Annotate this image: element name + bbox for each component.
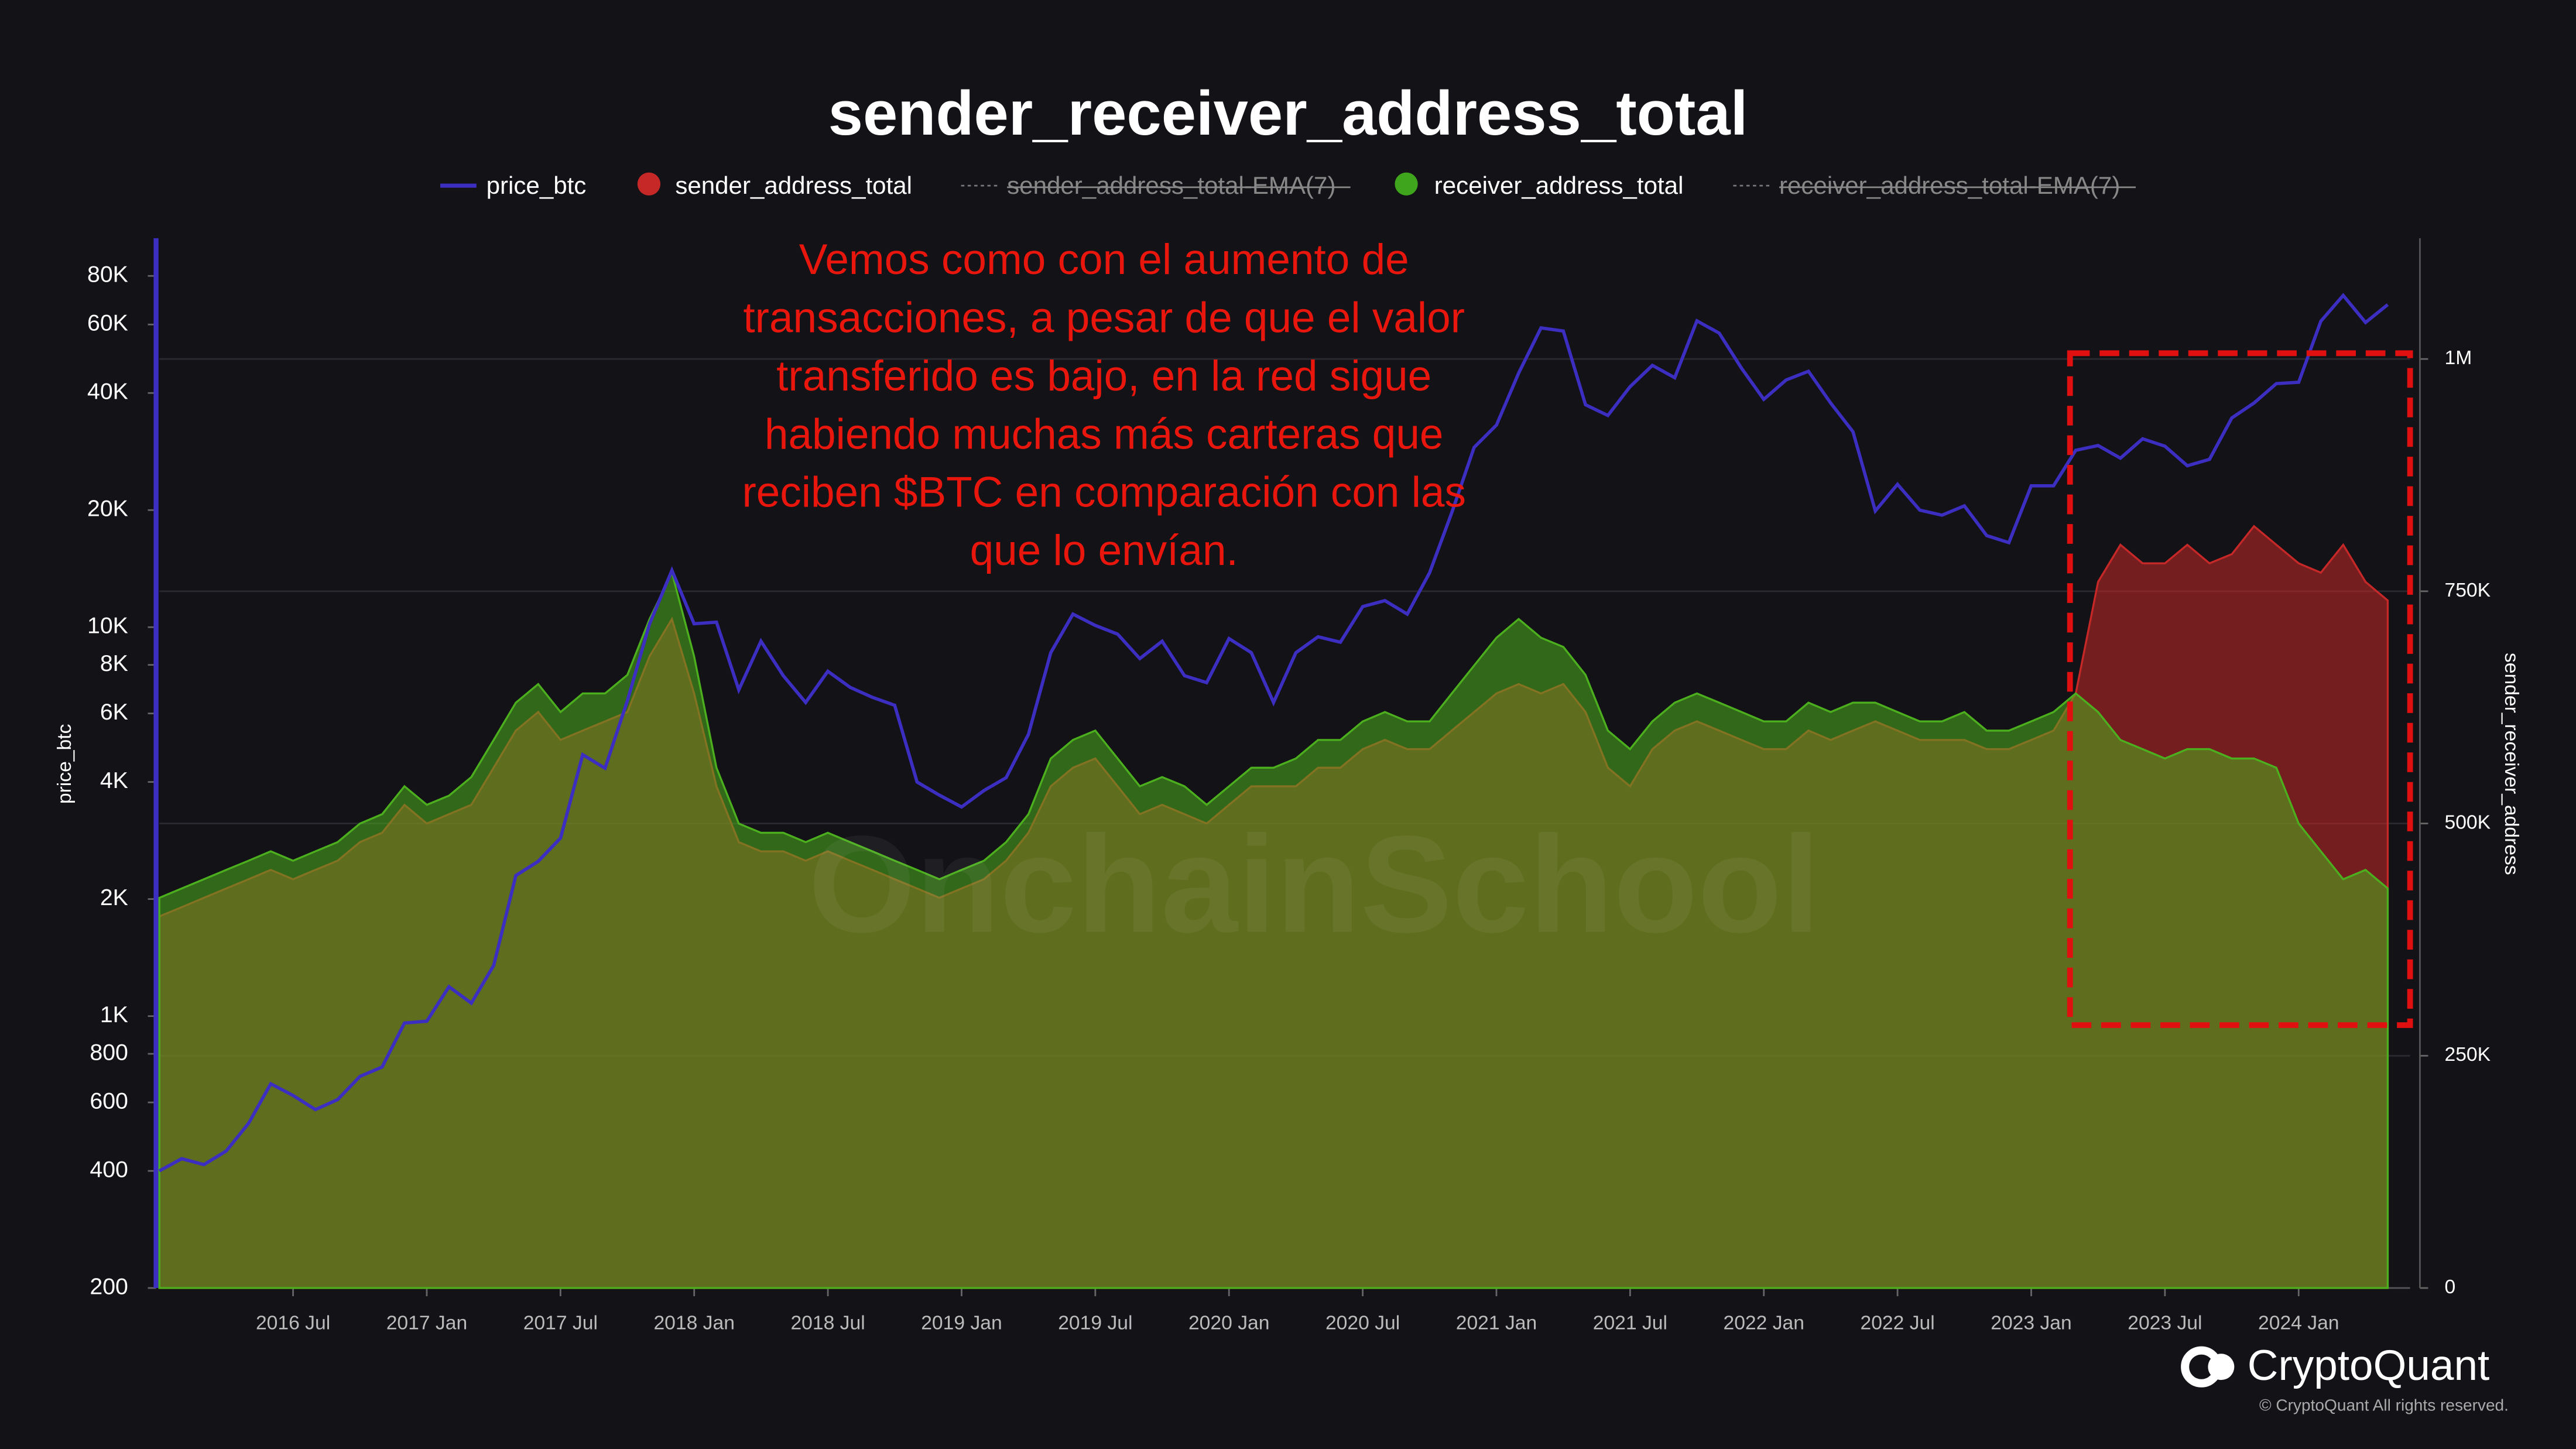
legend-label[interactable]: receiver_address_total-EMA(7): [1779, 172, 2120, 199]
x-tick-label: 2019 Jul: [1058, 1313, 1132, 1334]
annotation: Vemos como con el aumento de transaccione…: [742, 236, 1466, 574]
legend-swatch: [1395, 172, 1418, 196]
y-tick-label: 1K: [100, 1002, 128, 1027]
x-tick-label: 2017 Jul: [523, 1313, 598, 1334]
x-tick-label: 2018 Jul: [790, 1313, 865, 1334]
x-tick-label: 2023 Jan: [1991, 1313, 2072, 1334]
x-tick-label: 2021 Jan: [1456, 1313, 1537, 1334]
y-tick-label: 80K: [87, 262, 128, 287]
chart-title: sender_receiver_address_total: [828, 78, 1748, 148]
y-tick-label: 600: [90, 1088, 128, 1114]
y2-tick-label: 1M: [2445, 347, 2472, 369]
y-tick-label: 40K: [87, 379, 128, 405]
y-tick-label: 4K: [100, 768, 128, 793]
x-tick-label: 2016 Jul: [256, 1313, 330, 1334]
annotation-line: transferido es bajo, en la red sigue: [776, 352, 1431, 400]
x-tick-label: 2022 Jul: [1861, 1313, 1935, 1334]
x-tick-label: 2018 Jan: [653, 1313, 734, 1334]
x-tick-label: 2021 Jul: [1593, 1313, 1667, 1334]
y2-tick-label: 0: [2445, 1276, 2456, 1298]
y-tick-label: 10K: [87, 613, 128, 639]
annotation-line: transacciones, a pesar de que el valor: [743, 294, 1465, 342]
y-tick-label: 2K: [100, 885, 128, 910]
annotation-line: que lo envían.: [970, 527, 1238, 574]
x-tick-label: 2017 Jan: [386, 1313, 467, 1334]
plot-area: 0 250K 500K 750K 1M 200 400 600 800 1K 2K 4K 6K 8K 10K…: [87, 238, 2491, 1334]
x-tick-label: 2024 Jan: [2258, 1313, 2339, 1334]
y2-tick-label: 500K: [2445, 811, 2491, 833]
x-tick-label: 2023 Jul: [2128, 1313, 2202, 1334]
highlight-box: [2067, 350, 2413, 1028]
watermark: OnchainSchool: [809, 807, 1821, 961]
annotation-line: Vemos como con el aumento de: [799, 236, 1409, 283]
y-tick-label: 8K: [100, 650, 128, 676]
brand-logo: [2181, 1346, 2235, 1388]
legend-swatch: [637, 172, 661, 196]
legend-label[interactable]: sender_address_total: [675, 172, 912, 199]
y2-tick-label: 750K: [2445, 580, 2491, 601]
x-tick-label: 2019 Jan: [921, 1313, 1002, 1334]
legend-label[interactable]: receiver_address_total: [1434, 172, 1684, 199]
brand: CryptoQuant: [2248, 1342, 2490, 1389]
y-tick-label: 400: [90, 1156, 128, 1182]
y-tick-label: 20K: [87, 496, 128, 522]
y-tick-label: 6K: [100, 699, 128, 725]
y-axis-label: price_btc: [54, 724, 76, 804]
legend-label[interactable]: sender_address_total-EMA(7): [1007, 172, 1335, 199]
legend-label[interactable]: price_btc: [487, 172, 587, 199]
area-series: [158, 570, 2389, 1289]
y-tick-label: 800: [90, 1039, 128, 1065]
line-series: [158, 293, 2389, 1173]
y-tick-label: 60K: [87, 310, 128, 336]
y2-axis-label: sender_receiver_address: [2500, 653, 2522, 875]
y2-tick-label: 250K: [2445, 1044, 2491, 1066]
y-tick-label: 200: [90, 1273, 128, 1299]
copyright: © CryptoQuant All rights reserved.: [2259, 1396, 2509, 1414]
annotation-line: habiendo muchas más carteras que: [765, 410, 1444, 458]
x-tick-label: 2020 Jul: [1325, 1313, 1400, 1334]
x-tick-label: 2020 Jan: [1188, 1313, 1270, 1334]
annotation-line: reciben $BTC en comparación con las: [742, 469, 1466, 516]
x-tick-label: 2022 Jan: [1723, 1313, 1804, 1334]
